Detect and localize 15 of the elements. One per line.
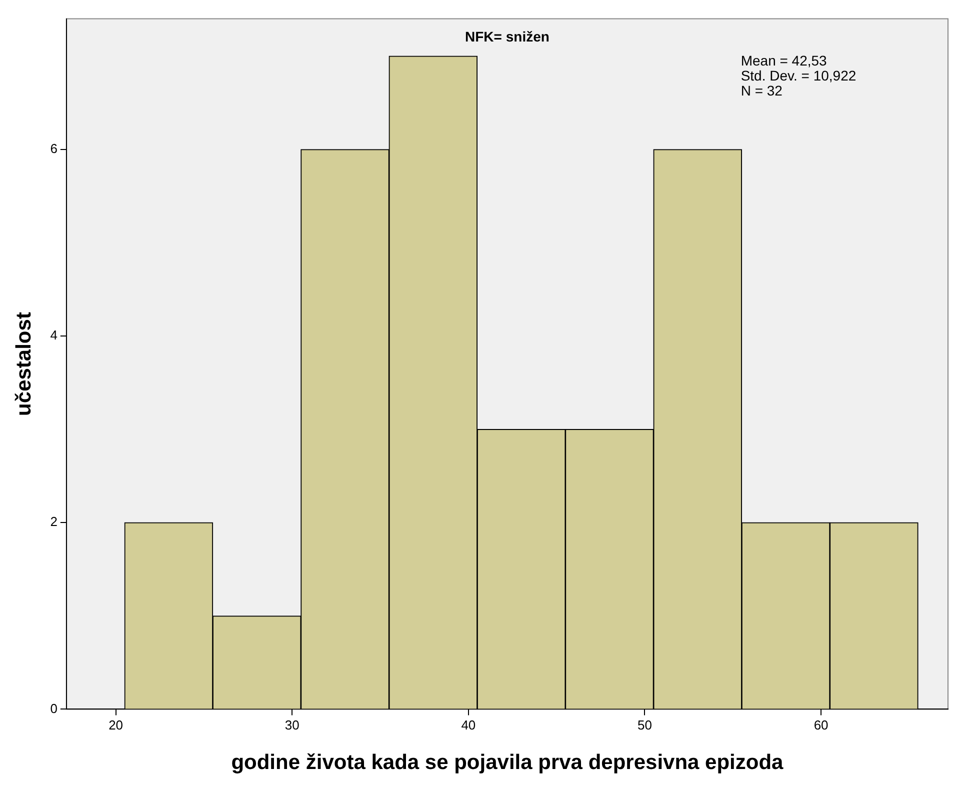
- annotation: Std. Dev. = 10,922: [740, 68, 856, 84]
- annotation: Mean = 42,53: [740, 52, 828, 69]
- y-tick-label: 4: [50, 328, 58, 343]
- x-axis-title: godine života kada se pojavila prva depresivna epizoda: [231, 751, 784, 774]
- y-tick-label: 0: [50, 700, 58, 716]
- x-tick-label: 40: [461, 718, 476, 733]
- x-tick-label: 30: [284, 718, 300, 733]
- x-tick-label: 60: [814, 718, 828, 733]
- y-tick-label: 6: [50, 140, 58, 156]
- y-axis-title: učestalost: [12, 312, 36, 416]
- y-tick-label: 2: [50, 514, 58, 530]
- x-tick-label: 20: [108, 718, 124, 733]
- annotation: N = 32: [740, 82, 783, 99]
- text: NFK= snižen: [465, 28, 550, 45]
- x-tick-label: 50: [638, 718, 652, 733]
